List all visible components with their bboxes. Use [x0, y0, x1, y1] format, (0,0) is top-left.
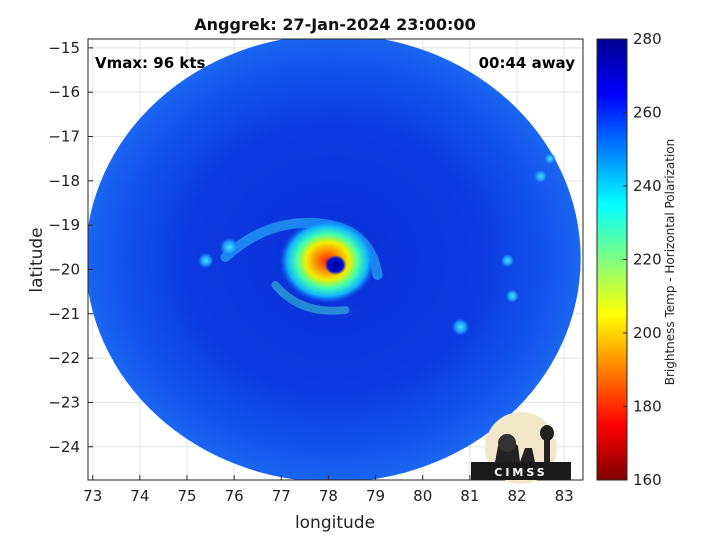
vmax-annotation: Vmax: 96 kts	[95, 54, 205, 72]
colorbar	[596, 38, 628, 481]
convective-cell	[197, 252, 214, 269]
cimss-logo: CIMSS	[471, 412, 571, 484]
colorbar-tick-label: 280	[633, 30, 662, 48]
rainband-arc	[271, 281, 350, 315]
convective-cell	[500, 253, 515, 268]
y-tick-label: −19	[48, 216, 80, 234]
convective-cell	[219, 237, 240, 258]
x-tick-label: 74	[130, 487, 149, 505]
x-axis-ticks: 73 74 75 76 77 78 79 80 81 82 83	[83, 475, 574, 505]
plot-frame	[87, 38, 584, 481]
colorbar-tick-label: 160	[633, 471, 662, 489]
x-tick-label: 83	[555, 487, 574, 505]
y-axis-label: latitude	[27, 227, 47, 292]
y-tick-label: −20	[48, 260, 80, 278]
colorbar-tick-label: 260	[633, 104, 662, 122]
y-tick-label: −24	[48, 438, 80, 456]
y-tick-label: −18	[48, 172, 80, 190]
y-tick-label: −17	[48, 128, 80, 146]
x-tick-label: 78	[319, 487, 338, 505]
y-axis-ticks: −15 −16 −17 −18 −19 −20 −21 −22 −23 −24	[48, 39, 93, 456]
x-tick-label: 76	[225, 487, 244, 505]
x-tick-label: 73	[83, 487, 102, 505]
y-tick-label: −15	[48, 39, 80, 57]
x-tick-label: 75	[177, 487, 196, 505]
colorbar-tick-label: 180	[633, 398, 662, 416]
colorbar-label: Brightness Temp - Horizontal Polarizatio…	[663, 139, 677, 386]
convective-cell	[544, 152, 556, 165]
x-tick-label: 82	[507, 487, 526, 505]
x-tick-label: 79	[366, 487, 385, 505]
colorbar-tick-label: 220	[633, 251, 662, 269]
rainband-features	[197, 152, 556, 337]
x-axis-label: longitude	[295, 513, 375, 533]
convective-cell	[451, 318, 470, 337]
convective-cell	[505, 289, 520, 304]
x-tick-label: 81	[460, 487, 479, 505]
svg-text:CIMSS: CIMSS	[494, 466, 547, 479]
time-away-annotation: 00:44 away	[479, 54, 576, 72]
y-tick-label: −16	[48, 83, 80, 101]
colorbar-tick-label: 240	[633, 177, 662, 195]
colorbar-tick-label: 200	[633, 324, 662, 342]
heatmap-layer	[88, 39, 581, 480]
storm-eye	[324, 255, 347, 276]
convective-cell	[533, 169, 548, 184]
y-tick-label: −22	[48, 349, 80, 367]
x-tick-label: 80	[413, 487, 432, 505]
y-tick-label: −21	[48, 305, 80, 323]
colorbar-ticks: 160 180 200 220 240 260 280	[623, 30, 662, 489]
y-tick-label: −23	[48, 393, 80, 411]
x-tick-label: 77	[272, 487, 291, 505]
chart-title: Anggrek: 27-Jan-2024 23:00:00	[194, 15, 475, 34]
